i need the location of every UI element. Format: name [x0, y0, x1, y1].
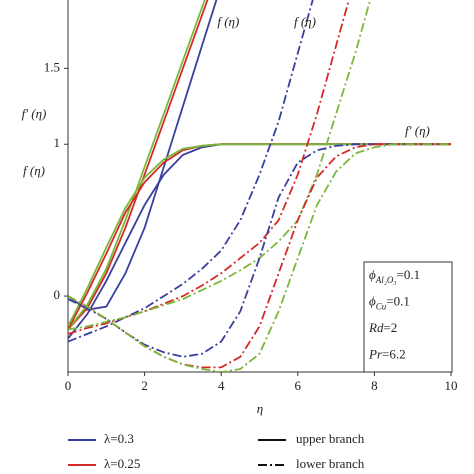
y-axis-label: f (η)	[23, 163, 45, 178]
y-tick-label: 1	[54, 135, 61, 150]
series-line	[68, 0, 218, 311]
annotation: f (η)	[294, 14, 316, 29]
parameter-part: Pr	[368, 346, 383, 361]
parameter-part: =2	[383, 320, 397, 335]
parameter-part: =6.2	[382, 346, 406, 361]
y-tick-label: 0	[54, 287, 61, 302]
parameter: ϕAl₂O₃=0.1	[369, 267, 420, 285]
x-tick-label: 4	[218, 378, 225, 393]
x-axis-label: η	[257, 401, 263, 416]
parameter: Rd=2	[368, 320, 397, 335]
parameter: ϕCu=0.1	[369, 293, 410, 311]
parameter-part: ϕ	[369, 293, 376, 308]
legend-label: λ=0.25	[104, 456, 140, 471]
parameter-box	[363, 261, 453, 373]
y-axis-label: f′ (η)	[22, 106, 47, 121]
series-line	[68, 143, 451, 372]
x-tick-label: 0	[65, 378, 72, 393]
x-tick-label: 8	[371, 378, 378, 393]
series-line	[68, 0, 314, 343]
plot-area	[68, 0, 451, 372]
legend-label: lower branch	[296, 456, 365, 471]
series-line	[68, 0, 372, 331]
parameter-part: =0.1	[386, 293, 410, 308]
parameter-part: Rd	[368, 320, 384, 335]
parameter: Pr=6.2	[368, 346, 406, 361]
legend-label: λ=0.3	[104, 431, 134, 446]
series-line	[68, 0, 206, 331]
parameter-part: =0.1	[397, 267, 421, 282]
annotation: f (η)	[217, 14, 239, 29]
annotation: f′ (η)	[405, 123, 430, 138]
parameter-part: Cu	[376, 302, 387, 312]
y-tick-label: 1.5	[44, 59, 60, 74]
parameter-part: Al₂O₃	[375, 275, 397, 285]
x-tick-label: 10	[445, 378, 458, 393]
series-line	[68, 0, 350, 335]
x-tick-label: 6	[295, 378, 302, 393]
x-tick-label: 2	[141, 378, 148, 393]
legend-label: upper branch	[296, 431, 365, 446]
series-line	[68, 0, 209, 331]
parameter-part: ϕ	[369, 267, 376, 282]
